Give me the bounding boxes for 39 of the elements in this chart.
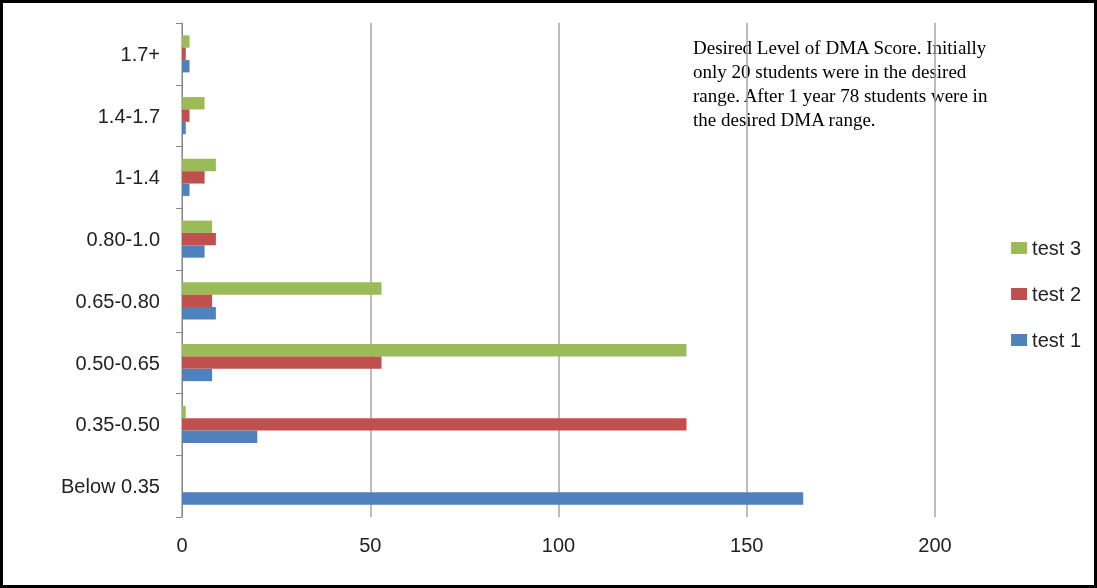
bar — [182, 356, 382, 369]
y-tick-label: Below 0.35 — [61, 475, 160, 498]
bar — [182, 158, 216, 172]
bar — [182, 294, 213, 308]
legend-label: test 2 — [1032, 283, 1082, 305]
x-tick-label: 50 — [359, 534, 382, 556]
bar — [182, 232, 216, 246]
y-tick-label: 1-1.4 — [114, 166, 160, 189]
annotation: Desired Level of DMA Score. Initially only 20 students were in the desired range. After 1 year 78 students were in the desired DMA range. — [693, 36, 993, 130]
bar — [182, 35, 190, 48]
bar — [182, 405, 186, 419]
y-tick-label: 0.50-0.65 — [75, 351, 160, 374]
x-tick-label: 0 — [176, 534, 188, 556]
bar — [182, 245, 205, 258]
bar — [182, 60, 190, 73]
bar — [182, 97, 205, 110]
bar — [182, 418, 687, 431]
bar — [182, 282, 382, 295]
y-tick-label: 1.4-1.7 — [97, 104, 160, 127]
bar — [182, 368, 213, 382]
bar — [182, 344, 687, 357]
bar — [182, 109, 190, 122]
y-tick-label: 0.35-0.50 — [75, 413, 160, 436]
bar — [182, 171, 205, 184]
y-tick-label: 0.65-0.80 — [75, 289, 160, 312]
bar — [182, 307, 216, 320]
x-tick-label: 150 — [730, 534, 764, 556]
y-tick-label: 1.7+ — [120, 42, 160, 65]
x-tick-label: 200 — [918, 534, 952, 556]
bar — [182, 492, 804, 505]
bar — [182, 183, 190, 196]
legend-label: test 3 — [1032, 237, 1082, 259]
bar — [182, 47, 186, 61]
bar — [182, 220, 213, 233]
bar — [182, 121, 186, 135]
bar — [182, 430, 258, 443]
x-tick-label: 100 — [541, 534, 576, 556]
y-tick-label: 0.80-1.0 — [86, 228, 160, 251]
legend-label: test 1 — [1032, 329, 1082, 351]
